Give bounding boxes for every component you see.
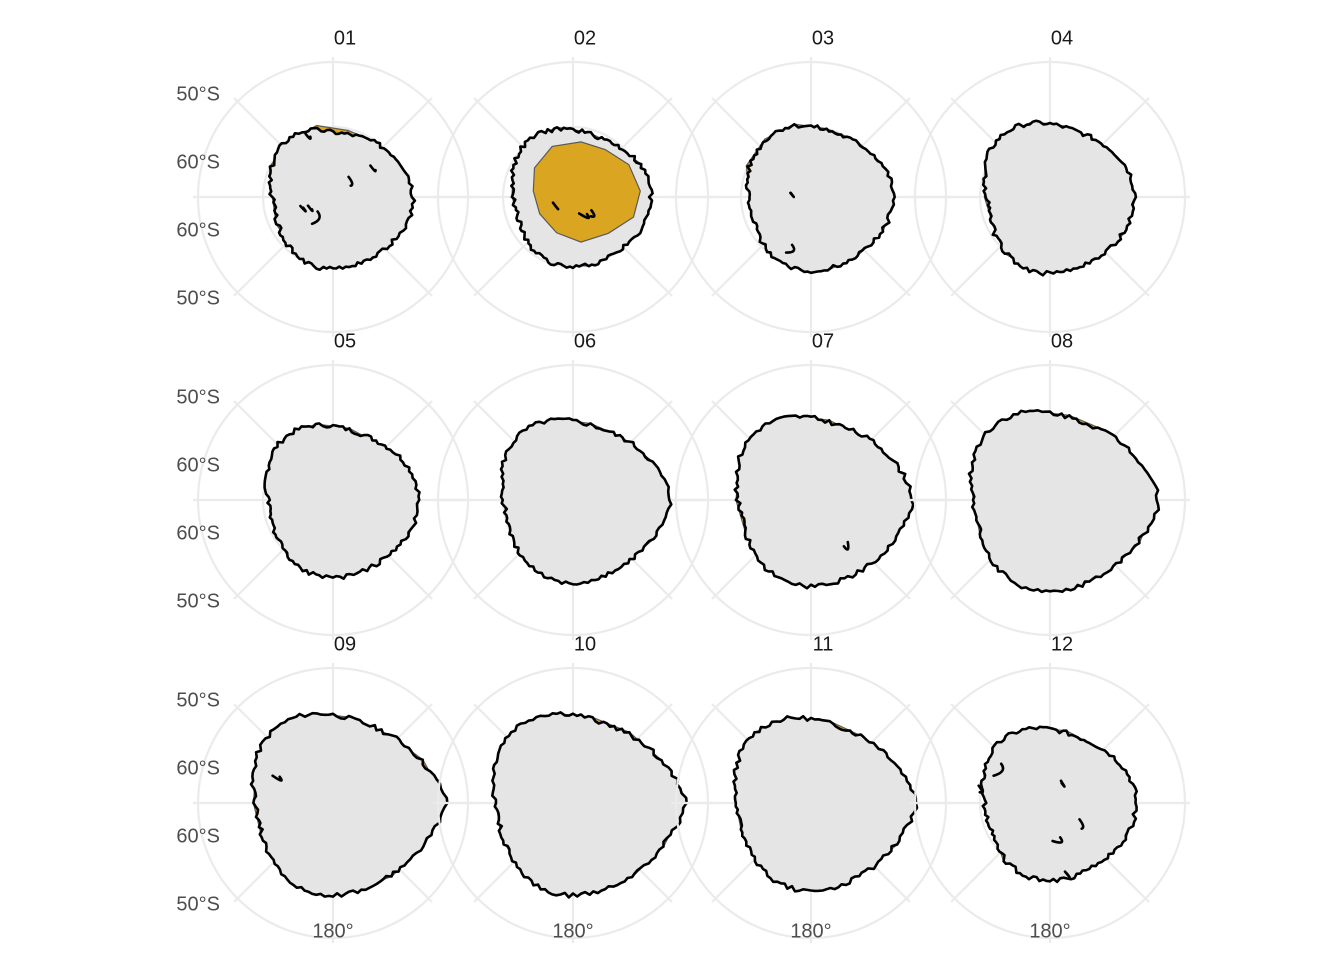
facet-strip-label: 04 <box>1051 27 1073 49</box>
y-tick-label: 50°S <box>176 386 220 408</box>
ice-fragment <box>1063 870 1071 879</box>
ice-edge-outline <box>249 711 449 898</box>
facet-strip-label: 03 <box>812 27 834 49</box>
ice-polygon <box>251 713 448 897</box>
y-tick-label: 60°S <box>176 219 220 241</box>
facet-strip-label: 10 <box>574 633 596 655</box>
ice-fragment <box>842 540 850 551</box>
ice-edge-outline <box>509 126 654 270</box>
ice-polygon <box>733 716 917 892</box>
facet-panel-04: 04 <box>910 27 1190 337</box>
facet-strip-label: 01 <box>334 27 356 49</box>
ice-edge-outline <box>491 711 688 899</box>
facet-panel-07: 07 <box>671 330 951 640</box>
ice-polygon <box>268 128 415 270</box>
facet-panel-11: 11 <box>671 633 951 943</box>
ice-fragment <box>347 175 354 187</box>
y-tick-label: 50°S <box>176 287 220 309</box>
ice-polygon <box>734 415 914 589</box>
ice-polygon <box>492 712 687 898</box>
ice-edge-outline <box>733 414 915 590</box>
ice-fragment <box>784 243 796 254</box>
y-tick-label: 50°S <box>176 83 220 105</box>
y-tick-label: 50°S <box>176 893 220 915</box>
ice-fragment <box>977 784 984 794</box>
y-tick-label: 60°S <box>176 151 220 173</box>
facet-panels: 01 02 03 04 05 06 07 08 09 10 11 12 <box>193 27 1190 943</box>
ice-fragment <box>789 191 796 199</box>
ice-edge-outline <box>732 714 919 893</box>
y-tick-label: 50°S <box>176 590 220 612</box>
ice-fragment <box>1078 818 1085 830</box>
ice-edge-outline <box>981 119 1138 277</box>
ice-fragment <box>992 762 1005 777</box>
facet-panel-09: 09 <box>193 633 473 943</box>
y-tick-label: 60°S <box>176 522 220 544</box>
ice-fragment <box>1059 779 1066 788</box>
facet-strip-label: 09 <box>334 633 356 655</box>
x-tick-label: 180° <box>790 920 831 942</box>
ice-fragment <box>304 132 312 140</box>
y-axis-labels: 50°S 60°S 60°S 50°S 50°S 60°S 60°S 50°S 50°S 60°S… <box>176 83 220 915</box>
ice-edge-outline <box>979 725 1138 884</box>
y-tick-label: 60°S <box>176 454 220 476</box>
facet-panel-02: 02 <box>433 27 713 337</box>
ice-polygon <box>969 410 1159 592</box>
ice-fragment <box>551 201 560 211</box>
ice-fragment <box>271 774 283 782</box>
ice-polygon <box>981 726 1137 882</box>
gap-area <box>532 141 641 243</box>
ice-polygon <box>746 124 895 273</box>
ice-fragment <box>589 209 596 218</box>
facet-strip-label: 12 <box>1051 633 1073 655</box>
facet-strip-label: 07 <box>812 330 834 352</box>
facet-panel-05: 05 <box>193 330 473 640</box>
facet-strip-label: 08 <box>1051 330 1073 352</box>
y-tick-label: 60°S <box>176 757 220 779</box>
x-tick-label: 180° <box>1029 920 1070 942</box>
ice-fragment <box>310 210 321 226</box>
facet-panel-03: 03 <box>671 27 951 337</box>
ice-edge-outline <box>744 122 896 275</box>
facet-panel-01: 01 <box>193 27 473 337</box>
facet-panel-06: 06 <box>433 330 713 640</box>
ice-fragment <box>1051 836 1064 844</box>
ice-fragment <box>369 164 377 173</box>
x-tick-label: 180° <box>552 920 593 942</box>
ice-edge-outline <box>967 409 1161 594</box>
y-tick-label: 60°S <box>176 825 220 847</box>
ice-edge-outline <box>267 126 417 271</box>
facet-strip-label: 05 <box>334 330 356 352</box>
x-tick-label: 180° <box>312 920 353 942</box>
ice-fragment <box>577 212 591 220</box>
facet-strip-label: 11 <box>813 633 834 655</box>
facet-strip-label: 02 <box>574 27 596 49</box>
ice-polygon <box>264 423 420 579</box>
ice-polygon <box>501 418 672 585</box>
ice-polygon <box>983 120 1136 276</box>
x-axis-labels: 180° 180° 180° 180° <box>312 920 1070 942</box>
facet-strip-label: 06 <box>574 330 596 352</box>
facet-panel-10: 10 <box>433 633 713 943</box>
ice-edge-outline <box>263 422 421 580</box>
ice-fragment <box>299 204 307 213</box>
ice-fragment <box>306 204 314 213</box>
ice-edge-outline <box>499 417 673 586</box>
facet-panel-08: 08 <box>910 330 1190 640</box>
y-tick-label: 50°S <box>176 689 220 711</box>
facet-panel-12: 12 <box>910 633 1190 943</box>
